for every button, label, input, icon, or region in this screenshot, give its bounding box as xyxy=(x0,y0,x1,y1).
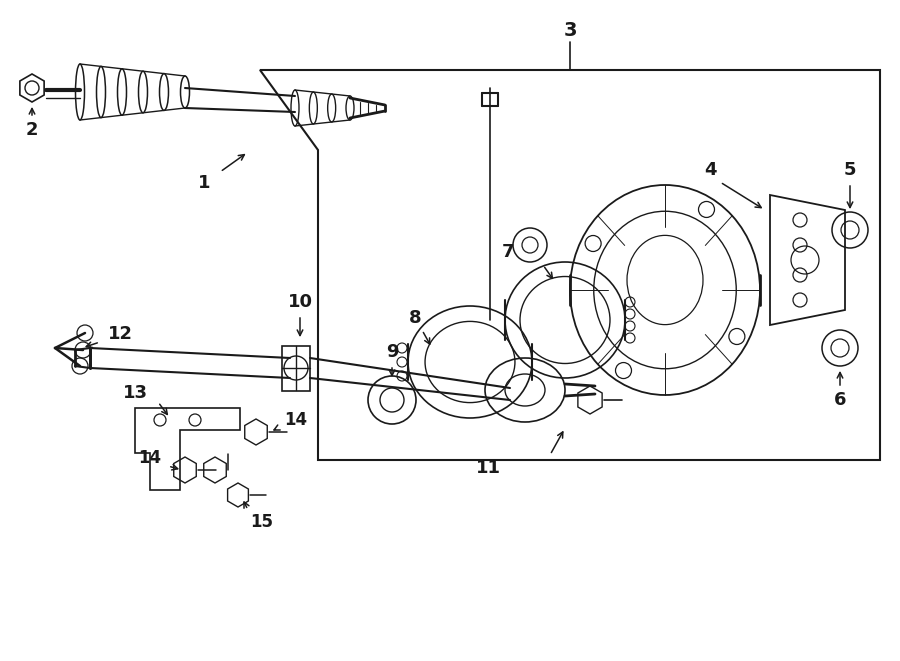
Text: 6: 6 xyxy=(833,391,846,409)
Text: 2: 2 xyxy=(26,121,38,139)
Text: 10: 10 xyxy=(287,293,312,311)
Text: 15: 15 xyxy=(250,513,274,531)
Bar xyxy=(282,346,310,391)
Text: 12: 12 xyxy=(107,325,132,343)
Text: 14: 14 xyxy=(139,449,162,467)
Text: 14: 14 xyxy=(284,411,308,429)
Text: 3: 3 xyxy=(563,20,577,40)
Text: 11: 11 xyxy=(475,459,500,477)
Text: 7: 7 xyxy=(502,243,514,261)
Text: 1: 1 xyxy=(198,174,211,192)
Text: 5: 5 xyxy=(844,161,856,179)
Text: 9: 9 xyxy=(386,343,398,361)
Text: 4: 4 xyxy=(704,161,716,179)
Text: 13: 13 xyxy=(122,384,148,402)
Text: 8: 8 xyxy=(409,309,421,327)
